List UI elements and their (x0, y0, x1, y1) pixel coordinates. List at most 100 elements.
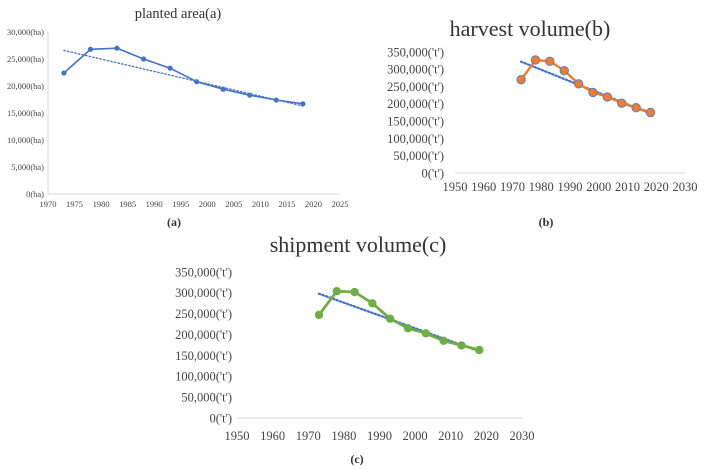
data-point (516, 74, 526, 85)
x-tick-label: 2015 (278, 199, 295, 209)
x-tick-label: 1960 (471, 180, 496, 194)
y-tick-label: 50,000('t') (181, 391, 232, 405)
x-tick-label: 1980 (93, 199, 110, 209)
x-tick-label: 2005 (225, 199, 242, 209)
data-point (573, 79, 584, 89)
y-tick-label: 200,000('t') (387, 97, 444, 111)
panel-label-a: (a) (167, 215, 181, 229)
y-tick-label: 250,000('t') (175, 307, 232, 321)
x-tick-label: 1970 (40, 199, 57, 209)
data-point (314, 310, 324, 320)
data-point (350, 287, 359, 297)
chart-title-a: planted area(a) (135, 6, 222, 22)
data-point (545, 56, 555, 67)
plot-area-b (516, 55, 656, 118)
x-tick-label: 2030 (673, 180, 698, 194)
chart-panel-a: planted area(a) 0(ha) 5,000(ha) 10,000(ha)… (7, 6, 349, 229)
y-tick-label: 30,000(ha) (7, 27, 44, 37)
x-tick-label: 1970 (500, 180, 525, 194)
data-point (631, 102, 641, 113)
data-point (368, 299, 377, 308)
y-tick-label: 0(ha) (26, 189, 44, 199)
data-point (332, 286, 341, 296)
data-point (247, 92, 253, 98)
x-tick-label: 2000 (586, 180, 611, 194)
y-tick-label: 50,000('t') (393, 149, 444, 163)
y-tick-label: 300,000('t') (175, 286, 232, 300)
data-point (220, 86, 226, 92)
x-tick-label: 1980 (529, 180, 554, 194)
x-tick-label: 1960 (260, 429, 285, 443)
data-point (385, 314, 395, 323)
data-point (61, 70, 67, 76)
y-tick-labels-a: 0(ha) 5,000(ha) 10,000(ha) 15,000(ha) 20,000… (7, 27, 44, 199)
x-tick-label: 2020 (474, 429, 499, 443)
y-tick-label: 0('t') (209, 411, 232, 425)
chart-panel-c: shipment volume(c) 0('t') 50,000('t') 100,… (175, 232, 534, 466)
data-point (194, 79, 200, 85)
chart-panel-b: harvest volume(b) 0('t') 50,000('t') 100,0… (387, 16, 697, 229)
data-point (530, 55, 541, 65)
series-line (317, 289, 480, 352)
y-tick-label: 5,000(ha) (11, 162, 44, 172)
data-point (559, 65, 569, 76)
y-tick-labels-c: 0('t') 50,000('t') 100,000('t') 150,000('t'… (175, 265, 232, 425)
y-tick-label: 150,000('t') (387, 115, 444, 129)
y-tick-label: 0('t') (421, 166, 444, 180)
x-tick-label: 1975 (66, 199, 83, 209)
panel-label-b: (b) (539, 215, 554, 229)
x-tick-label: 2010 (615, 180, 640, 194)
x-tick-label: 1950 (225, 429, 250, 443)
y-tick-labels-b: 0('t') 50,000('t') 100,000('t') 150,000('t'… (387, 45, 444, 180)
y-tick-label: 15,000(ha) (7, 108, 44, 118)
data-point (588, 87, 598, 98)
data-point (114, 45, 120, 51)
data-point (617, 98, 627, 108)
x-tick-label: 2020 (305, 199, 322, 209)
data-point (421, 329, 431, 338)
plot-area-a (61, 45, 306, 107)
x-tick-label: 1985 (119, 199, 136, 209)
y-tick-label: 300,000('t') (387, 63, 444, 77)
x-tick-label: 1990 (558, 180, 583, 194)
x-tick-label: 1995 (172, 199, 189, 209)
y-tick-label: 20,000(ha) (7, 81, 44, 91)
data-point (140, 56, 147, 62)
data-point (439, 336, 448, 346)
y-tick-label: 200,000('t') (175, 328, 232, 342)
data-point (273, 97, 279, 103)
data-point (167, 65, 173, 71)
y-tick-label: 350,000('t') (175, 265, 232, 279)
x-tick-label: 2030 (510, 429, 535, 443)
x-tick-label: 1990 (146, 199, 163, 209)
x-tick-label: 1970 (296, 429, 321, 443)
x-tick-labels-a: 1970 1975 1980 1985 1990 1995 2000 2005 2010 2015… (40, 199, 349, 209)
data-point (645, 107, 656, 118)
data-point (602, 92, 613, 102)
x-tick-label: 1950 (443, 180, 468, 194)
y-tick-label: 100,000('t') (387, 132, 444, 146)
plot-area-c (314, 286, 484, 355)
x-tick-label: 1980 (331, 429, 356, 443)
y-tick-label: 350,000('t') (387, 45, 444, 59)
x-tick-label: 2025 (332, 199, 349, 209)
y-tick-label: 25,000(ha) (7, 54, 44, 64)
x-tick-label: 2010 (252, 199, 269, 209)
y-tick-label: 10,000(ha) (7, 135, 44, 145)
x-tick-label: 1990 (367, 429, 392, 443)
y-tick-label: 150,000('t') (175, 349, 232, 363)
x-tick-label: 2000 (199, 199, 216, 209)
chart-title-c: shipment volume(c) (270, 232, 447, 257)
series-line (520, 58, 651, 114)
trend-line (63, 49, 304, 107)
data-point (300, 101, 306, 107)
y-tick-label: 250,000('t') (387, 80, 444, 94)
series-line (63, 47, 303, 105)
x-tick-label: 2010 (438, 429, 463, 443)
data-point (457, 341, 466, 350)
chart-title-b: harvest volume(b) (450, 16, 611, 41)
panel-label-c: (c) (350, 452, 363, 466)
x-tick-label: 2020 (644, 180, 669, 194)
data-point (403, 324, 413, 333)
